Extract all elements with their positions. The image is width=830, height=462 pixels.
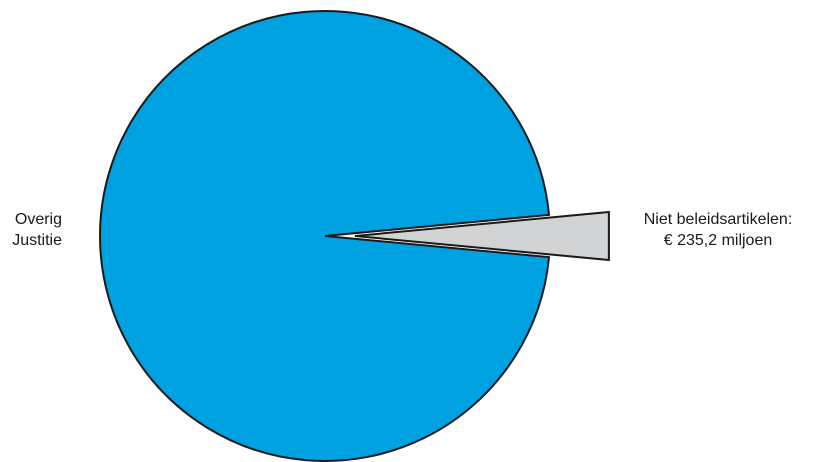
slice-label-overig-justitie: Overig Justitie [6, 209, 62, 251]
pie-slice-niet-beleidsartikelen [354, 210, 610, 262]
slice-label-niet-beleidsartikelen: Niet beleidsartikelen: € 235,2 miljoen [608, 209, 828, 251]
slice-label-line-1: Niet beleidsartikelen: [643, 211, 793, 228]
slice-label-line-1: Overig [14, 211, 62, 228]
pie-slice-overig-justitie [98, 10, 551, 462]
slice-label-line-2: Justitie [12, 232, 62, 249]
slice-label-value: € 235,2 miljoen [663, 232, 773, 249]
